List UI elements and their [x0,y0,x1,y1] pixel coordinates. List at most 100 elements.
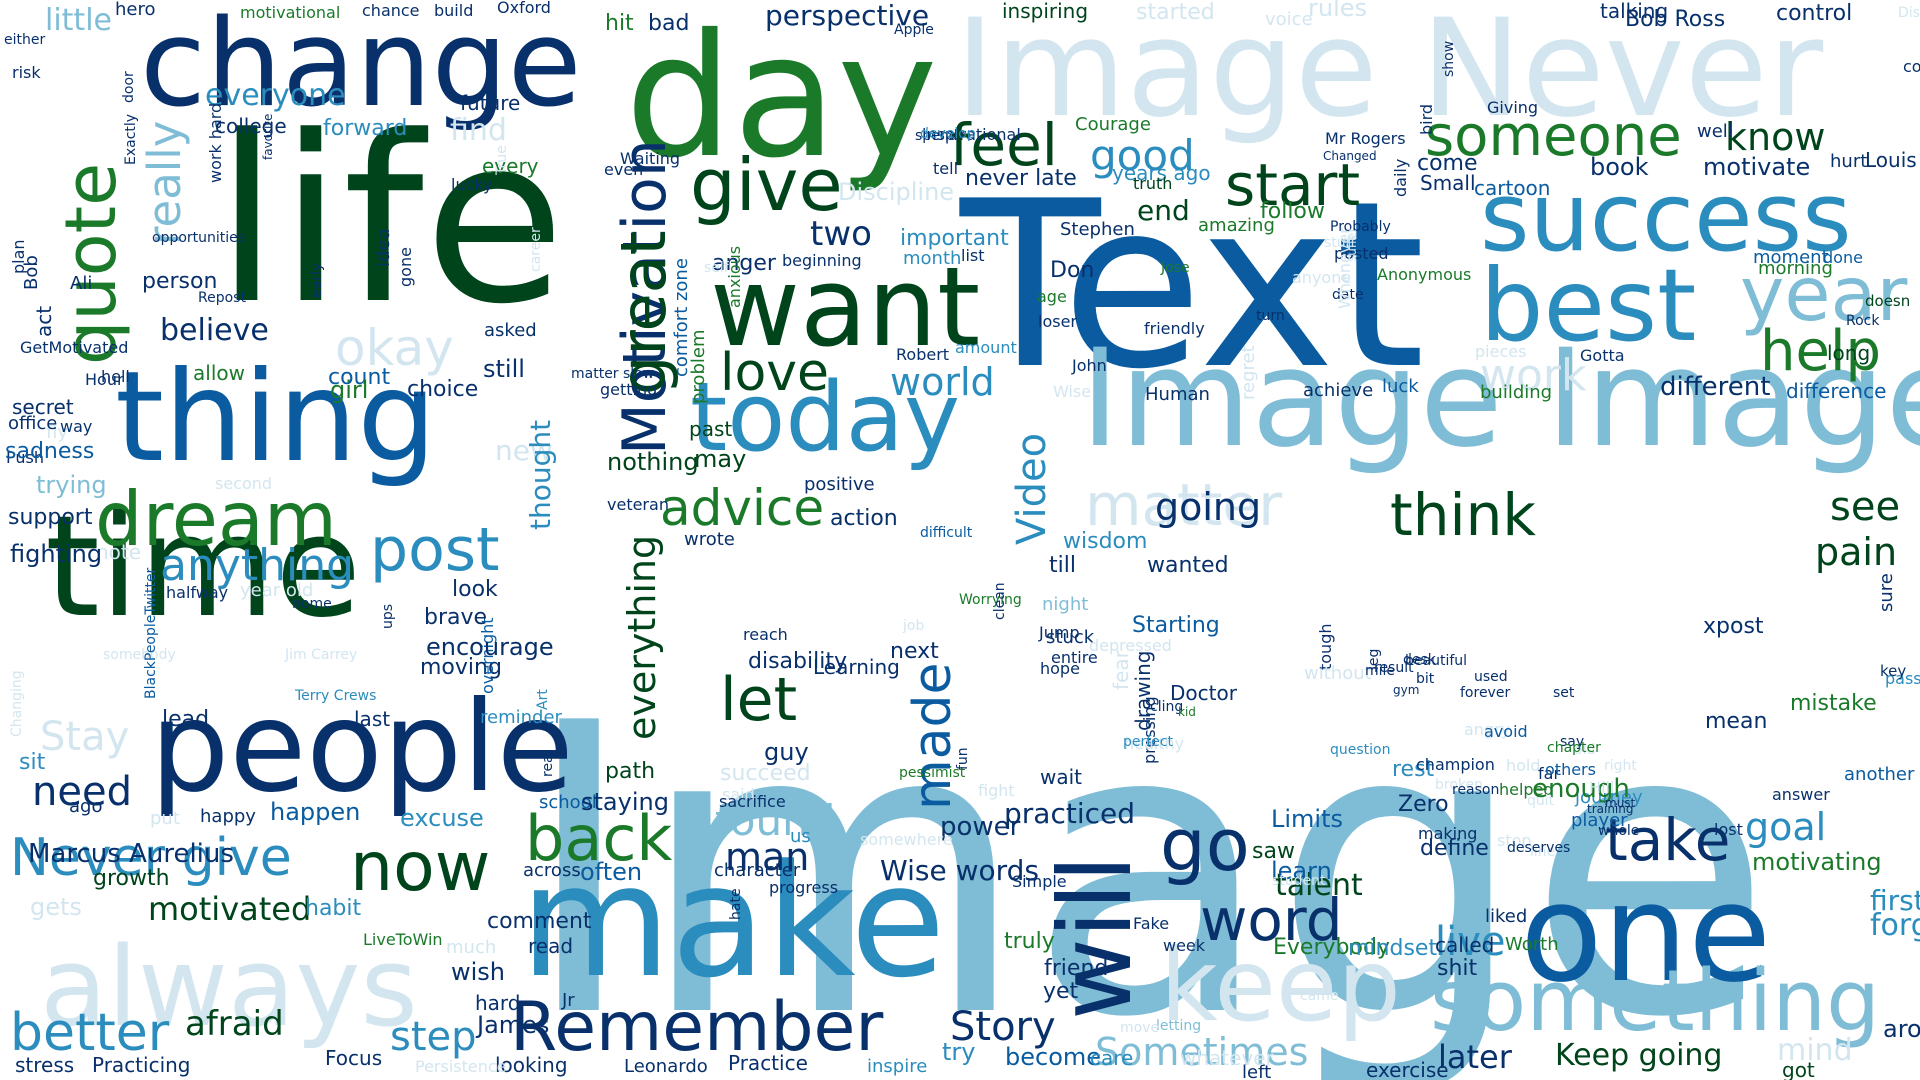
word-truly: truly [1004,929,1055,954]
word-enough: enough [1532,774,1630,804]
word-wait: wait [1040,765,1082,789]
word-act: act [32,306,56,337]
word-try: try [942,1038,975,1066]
word-now: now [350,828,490,907]
word-probably: Probably [1330,219,1391,235]
word-see: see [1830,484,1900,530]
word-kid: kid [1178,705,1196,719]
word-asked: asked [484,320,537,341]
word-last: last [354,707,390,731]
word-office: office [8,413,57,434]
word-worrying: Worrying [959,592,1022,608]
word-care: care [1090,1046,1133,1070]
word-positive: positive [804,474,875,495]
word-anger: anger [712,251,777,276]
word-ups: ups [380,604,396,629]
word-getmotivated: GetMotivated [20,338,128,357]
word-person: person [142,269,217,294]
word-fighting: fighting [10,540,102,568]
word-practiced: practiced [1004,797,1135,830]
word-going: going [1155,485,1261,529]
word-moment: moment [1753,247,1829,268]
word-started: started [1136,0,1215,25]
word-remember: Remember [510,988,883,1067]
word-used: used [1474,669,1508,685]
word-love: love [720,343,829,403]
word-man: man [725,835,809,879]
word-shit: shit [1437,956,1478,981]
word-take: take [1605,806,1731,874]
word-hope: hope [1040,659,1080,678]
word-jump: Jump [1038,623,1080,642]
word-xpost: xpost [1703,614,1764,639]
word-read: read [528,934,573,958]
word-often: often [580,858,642,886]
word-wanted: wanted [1147,553,1229,578]
word-found: found [715,796,835,845]
word-louis: Louis [1865,148,1917,172]
word-fake: Fake [1133,914,1169,933]
word-thing: thing [115,345,437,490]
word-age: age [1037,287,1067,306]
word-one: one [1520,855,1771,1012]
word-build: build [434,1,473,20]
word-progress: progress [769,878,838,897]
word-jr: Jr [561,990,575,1011]
word-leg: leg [1366,649,1382,670]
word-till: till [1049,553,1076,578]
word-night: night [1042,594,1088,615]
word-define: define [1420,836,1489,861]
word-pain: pain [1815,530,1897,574]
word-quote: quote [50,163,132,365]
word-doesn: doesn [1865,292,1910,310]
word-important: important [900,226,1009,251]
word-healthy: healthy [1124,734,1184,753]
word-go: go [1160,803,1250,887]
word-leonardo: Leonardo [624,1056,708,1077]
word-time: time [45,486,361,649]
word-plan: plan [9,239,28,274]
word-whole: whole [1598,823,1639,839]
word-push: Push [6,448,44,467]
word-mistake: mistake [1790,691,1877,716]
word-jose: Jose [1160,260,1190,276]
word-path: path [605,759,655,784]
word-must: must [1605,796,1636,810]
word-depressed: depressed [1089,636,1172,655]
word-somewhere: somewhere [860,830,953,849]
word-everything: everything [620,535,664,740]
word-forever: forever [1460,685,1510,701]
word-anonymous: Anonymous [1377,265,1471,284]
word-feel: feel [950,111,1058,179]
word-daily: daily [1391,159,1410,197]
word-liked: liked [1485,906,1527,927]
word-right: right [1604,758,1637,774]
word-learn: learn [1271,857,1332,885]
word-practice: Practice [728,1051,808,1075]
word-encourage: encourage [426,633,554,661]
word-friend: friend [1044,956,1108,981]
word-stay: Stay [40,714,129,760]
word-life: life [215,88,565,355]
word-good: good [1090,131,1195,180]
word-repost: Repost [198,290,246,306]
word-stuff: stuff [1324,235,1356,251]
word-support: support [8,505,93,530]
word-think: think [1390,481,1536,549]
word-put: put [150,808,180,829]
word-learning: Learning [813,655,900,679]
word-hill: Hill [1589,778,1614,797]
word-idea: idea [373,228,394,267]
word-morning: morning [1758,258,1833,279]
word-risk: risk [12,63,41,82]
word-drawing: drawing [1131,651,1155,731]
word-tell: tell [933,159,958,178]
word-school: school [539,792,597,813]
word-changed: Changed [1323,149,1377,163]
word-years-ago: years ago [1112,161,1211,185]
word-suffer: suffer [1345,227,1359,262]
word-fear: fear [1109,649,1133,690]
word-us: us [790,826,811,847]
word-real: real [540,750,556,777]
word-develop: develop [920,126,976,142]
